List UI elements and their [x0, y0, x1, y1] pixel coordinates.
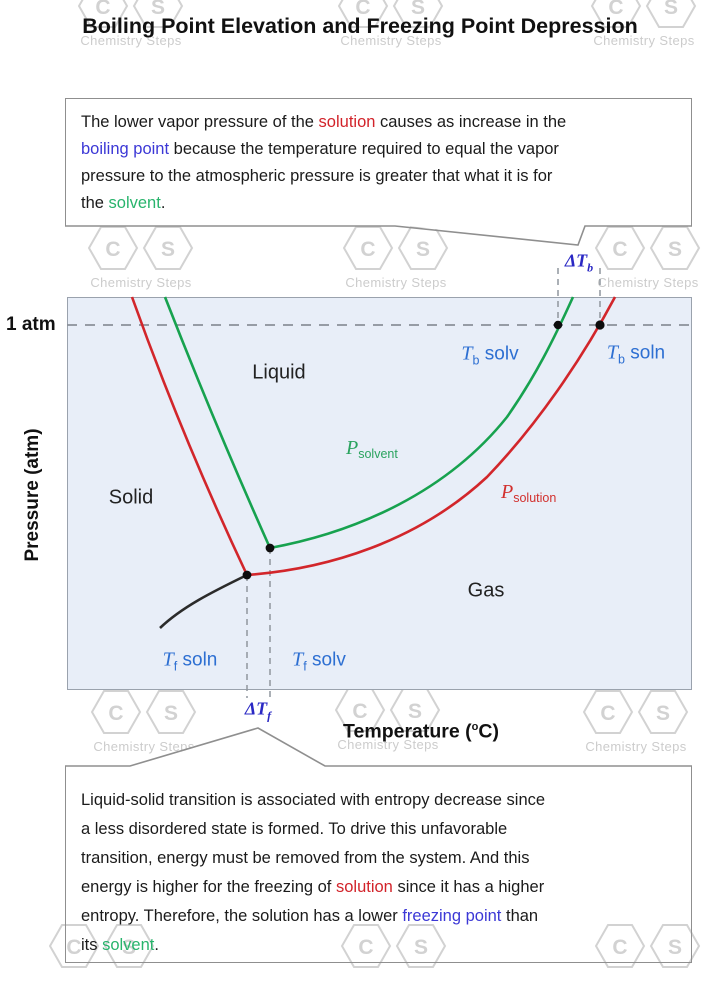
page-title: Boiling Point Elevation and Freezing Poi… [82, 14, 638, 38]
note-segment: freezing point [402, 907, 502, 925]
watermark-text: Chemistry Steps [593, 33, 695, 48]
svg-text:C: C [352, 700, 367, 723]
chemistry-steps-watermark: C S [338, 924, 450, 969]
cs-hexagon-logo: C S [341, 924, 447, 968]
note-line: boiling point because the temperature re… [81, 136, 676, 163]
note-segment: since it has a higher [392, 878, 545, 896]
phase-diagram: Liquid Solid Gas Psolvent Psolution Tb s… [67, 268, 692, 698]
svg-text:C: C [95, 0, 110, 19]
tb-soln-label: Tb soln [606, 341, 666, 367]
note-segment: causes as increase in the [375, 113, 567, 131]
tb-solv-label: Tb solv [461, 342, 519, 368]
note-segment: transition, energy must be removed from … [81, 849, 530, 867]
pressure-axis-label: Pressure (atm) [22, 428, 43, 562]
delta-tf-label: ΔTf [244, 698, 272, 723]
solvent-triple-point-dot [265, 543, 275, 553]
boiling-point-note-box: The lower vapor pressure of the solution… [65, 98, 692, 226]
cs-hexagon-logo: C S [78, 0, 184, 28]
chemistry-steps-watermark: C S Chemistry Steps [75, 0, 187, 48]
chemistry-steps-watermark: C S [592, 924, 704, 969]
p-solvent-label: Psolvent [346, 437, 398, 461]
note-segment: The lower vapor pressure of the [81, 113, 319, 131]
note-segment: Liquid-solid transition is associated wi… [81, 791, 546, 809]
phase-diagram-curves [67, 268, 690, 698]
delta-tb-label: ΔTb [564, 250, 594, 275]
solution-triple-point-dot [242, 570, 252, 580]
svg-text:C: C [612, 936, 627, 959]
region-label-liquid: Liquid [252, 361, 306, 384]
svg-text:S: S [122, 936, 136, 959]
solution-boiling-point-dot [595, 320, 605, 330]
svg-text:S: S [414, 936, 428, 959]
svg-text:C: C [66, 936, 81, 959]
region-label-gas: Gas [467, 579, 505, 602]
watermark-text: Chemistry Steps [80, 33, 182, 48]
note-segment: solution [335, 878, 393, 896]
note-segment: entropy. Therefore, the solution has a l… [81, 907, 403, 925]
svg-text:C: C [600, 702, 615, 725]
one-atm-label: 1 atm [6, 314, 56, 335]
tf-solv-label: Tf solv [292, 648, 346, 674]
note-segment: energy is higher for the freezing of [81, 878, 336, 896]
watermark-text: Chemistry Steps [597, 275, 699, 290]
note-line: pressure to the atmospheric pressure is … [81, 163, 676, 190]
chemistry-steps-watermark: C S Chemistry Steps [588, 0, 700, 48]
svg-text:C: C [355, 0, 370, 19]
note-line: its solvent. [81, 931, 676, 960]
note-segment: because the temperature required to equa… [169, 140, 559, 158]
tf-soln-label: Tf soln [162, 648, 218, 674]
cs-hexagon-logo: C S [338, 0, 444, 28]
watermark-text: Chemistry Steps [345, 275, 447, 290]
p-solution-label: Psolution [501, 481, 557, 505]
svg-text:S: S [164, 702, 178, 725]
svg-text:S: S [411, 0, 425, 19]
svg-text:S: S [151, 0, 165, 19]
chemistry-steps-watermark: C S Chemistry Steps [335, 0, 447, 48]
note-segment: solvent [102, 936, 155, 954]
note-segment: solution [318, 113, 376, 131]
note-segment: its [81, 936, 103, 954]
svg-text:S: S [408, 700, 422, 723]
chemistry-steps-watermark: C S [46, 924, 158, 969]
svg-text:S: S [656, 702, 670, 725]
note-line: Liquid-solid transition is associated wi… [81, 786, 676, 815]
svg-text:C: C [608, 0, 623, 19]
note-line: The lower vapor pressure of the solution… [81, 109, 676, 136]
svg-text:S: S [664, 0, 678, 19]
region-label-solid: Solid [108, 486, 154, 509]
solution-vaporization-curve [246, 296, 617, 577]
note-segment: solvent [108, 194, 161, 212]
sublimation-curve [159, 573, 248, 629]
note-line: energy is higher for the freezing of sol… [81, 873, 676, 902]
cs-hexagon-logo: C S [595, 924, 701, 968]
svg-text:C: C [108, 702, 123, 725]
chemistry-steps-watermark: C S Chemistry Steps [592, 226, 704, 290]
note-line: entropy. Therefore, the solution has a l… [81, 902, 676, 931]
watermark-text: Chemistry Steps [340, 33, 442, 48]
svg-text:C: C [358, 936, 373, 959]
note-line: a less disordered state is formed. To dr… [81, 815, 676, 844]
note-segment: the [81, 194, 109, 212]
solvent-boiling-point-dot [553, 320, 563, 330]
note-segment: than [501, 907, 539, 925]
solvent-vaporization-curve [269, 296, 575, 550]
svg-text:S: S [668, 936, 682, 959]
watermark-text: Chemistry Steps [90, 275, 192, 290]
note-line: the solvent. [81, 190, 676, 217]
note-segment: boiling point [81, 140, 170, 158]
solvent-fusion-curve [163, 296, 272, 549]
solution-fusion-curve [130, 296, 249, 576]
cs-hexagon-logo: C S [591, 0, 697, 28]
note-segment: . [160, 194, 166, 212]
note-line: transition, energy must be removed from … [81, 844, 676, 873]
note-segment: . [154, 936, 159, 954]
cs-hexagon-logo: C S [49, 924, 155, 968]
note-segment: a less disordered state is formed. To dr… [81, 820, 508, 838]
freezing-point-note-box: Liquid-solid transition is associated wi… [65, 766, 692, 963]
temperature-axis-label: Temperature (oC) [343, 720, 499, 743]
cs-hexagon-logo: C S [91, 690, 197, 734]
note-segment: pressure to the atmospheric pressure is … [81, 167, 553, 185]
